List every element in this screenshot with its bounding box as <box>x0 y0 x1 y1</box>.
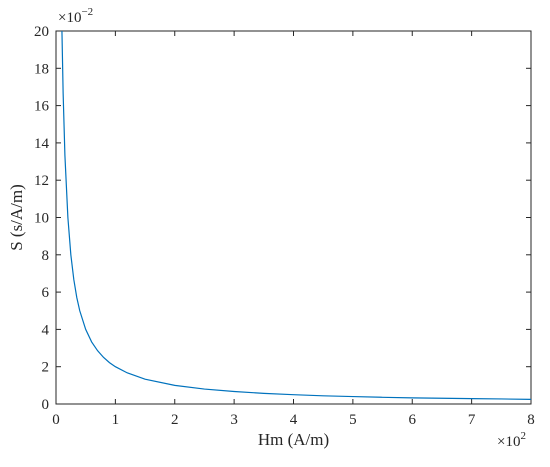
y-tick-label-9: 18 <box>34 61 49 77</box>
x-tick-label-0: 0 <box>52 412 60 428</box>
y-multiplier-base: ×10 <box>58 10 81 26</box>
x-tick-label-4: 4 <box>290 412 298 428</box>
x-multiplier-base: ×10 <box>497 434 520 450</box>
y-tick-label-7: 14 <box>34 136 50 152</box>
y-multiplier: ×10−2 <box>58 6 93 26</box>
x-tick-label-7: 7 <box>468 412 476 428</box>
y-tick-label-8: 16 <box>34 99 50 115</box>
x-tick-label-8: 8 <box>527 412 535 428</box>
y-tick-label-2: 4 <box>42 322 50 338</box>
x-multiplier: ×102 <box>497 430 526 450</box>
x-axis-label: Hm (A/m) <box>258 430 329 449</box>
x-tick-label-3: 3 <box>230 412 238 428</box>
x-tick-label-5: 5 <box>349 412 357 428</box>
plot-area <box>55 30 532 405</box>
x-multiplier-exponent: 2 <box>520 430 526 442</box>
y-tick-label-1: 2 <box>42 360 50 376</box>
series-line <box>61 30 532 400</box>
y-tick-label-10: 20 <box>34 24 49 40</box>
y-tick-label-4: 8 <box>42 248 50 264</box>
y-tick-label-3: 6 <box>42 285 50 301</box>
y-tick-label-6: 12 <box>34 173 49 189</box>
x-tick-label-6: 6 <box>409 412 417 428</box>
x-tick-label-2: 2 <box>171 412 179 428</box>
y-axis-label: S (s/A/m) <box>7 184 26 251</box>
y-tick-label-0: 0 <box>42 397 50 413</box>
y-multiplier-exponent: −2 <box>81 6 93 18</box>
x-tick-label-1: 1 <box>112 412 120 428</box>
y-tick-label-5: 10 <box>34 211 49 227</box>
ticks <box>55 30 532 405</box>
